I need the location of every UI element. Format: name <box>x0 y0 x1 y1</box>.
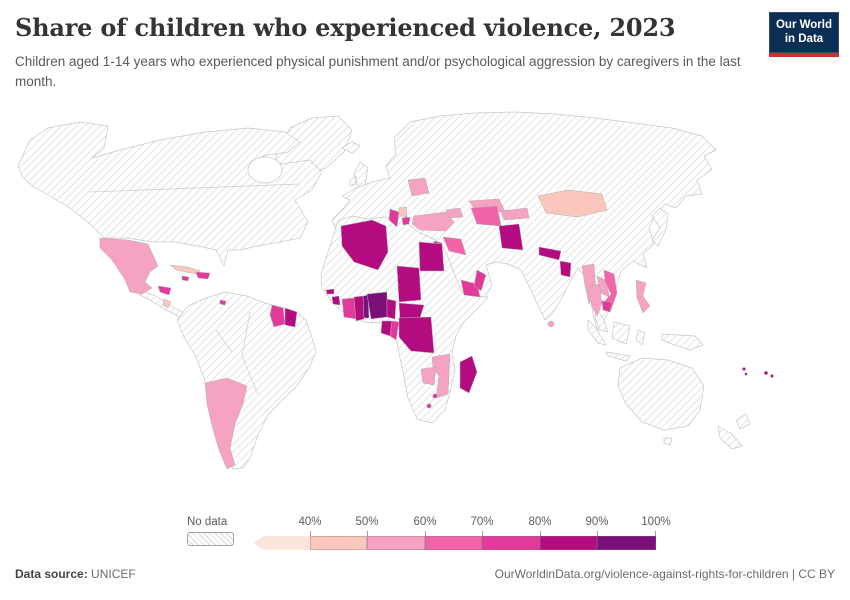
country-albania-north-macedonia[interactable] <box>401 216 411 226</box>
country-tunisia[interactable] <box>388 208 400 228</box>
legend-tick <box>367 531 368 536</box>
legend-tick <box>597 531 598 536</box>
legend-tick <box>655 531 656 536</box>
landmass-sumatra <box>587 319 607 346</box>
country-belarus[interactable] <box>407 177 430 197</box>
legend-tick <box>540 531 541 536</box>
legend-tick <box>482 531 483 536</box>
country-algeria[interactable] <box>340 219 389 271</box>
legend-segment-40-50[interactable] <box>310 536 367 550</box>
owid-logo-line1: Our World <box>775 19 832 31</box>
country-honduras[interactable] <box>157 285 172 296</box>
country-chad[interactable] <box>396 265 422 303</box>
country-serbia[interactable] <box>398 206 408 218</box>
map-legend: No data 40% 50% 60% 70% 80% 90% 100% <box>187 516 671 556</box>
footer: Data source: UNICEF OurWorldinData.org/v… <box>15 567 835 581</box>
legend-colorbar: 40% 50% 60% 70% 80% 90% 100% <box>253 516 671 550</box>
legend-segment-80-90[interactable] <box>540 536 597 550</box>
country-vanuatu-2[interactable] <box>744 372 748 376</box>
country-egypt[interactable] <box>418 241 445 272</box>
country-bangladesh[interactable] <box>559 260 572 278</box>
legend-tick-label-50: 50% <box>355 516 379 528</box>
legend-segment-lt40[interactable] <box>253 536 310 550</box>
country-ghana[interactable] <box>353 295 365 322</box>
legend-segment-50-60[interactable] <box>367 536 425 550</box>
country-suriname[interactable] <box>284 307 298 328</box>
page-subtitle: Children aged 1-14 years who experienced… <box>15 54 741 90</box>
legend-segment-70-80[interactable] <box>482 536 540 550</box>
data-source-label: Data source: <box>15 567 88 581</box>
country-guinea-bissau[interactable] <box>325 288 335 295</box>
landmass-new-guinea <box>661 333 704 351</box>
world-choropleth-map <box>0 103 850 508</box>
owid-logo[interactable]: Our World in Data <box>769 12 839 57</box>
us-canada-border <box>89 183 301 193</box>
owid-logo-line2: in Data <box>784 33 824 46</box>
country-trinidad-and-tobago[interactable] <box>219 299 227 306</box>
landmass-iceland <box>341 141 361 154</box>
country-argentina[interactable] <box>204 377 248 470</box>
country-georgia-azerbaijan[interactable] <box>445 207 464 219</box>
country-zimbabwe[interactable] <box>420 366 437 386</box>
south-america-borders <box>215 311 259 395</box>
legend-tick-label-40: 40% <box>298 516 322 528</box>
country-philippines[interactable] <box>635 279 651 314</box>
legend-no-data-label: No data <box>187 516 228 528</box>
country-eswatini[interactable] <box>432 393 438 399</box>
footer-url[interactable]: OurWorldinData.org/violence-against-righ… <box>494 567 835 581</box>
country-haiti-dominican-republic[interactable] <box>195 271 211 280</box>
landmass-borneo <box>611 321 631 345</box>
landmass-north-america <box>17 121 323 267</box>
country-mexico[interactable] <box>99 237 159 295</box>
data-source: Data source: UNICEF <box>15 567 136 581</box>
legend-tick-label-90: 90% <box>585 516 609 528</box>
legend-tick <box>310 531 311 536</box>
country-guyana[interactable] <box>269 304 286 328</box>
landmass-malay-peninsula <box>594 309 609 333</box>
country-congo[interactable] <box>389 320 400 341</box>
hudson-bay <box>247 156 283 184</box>
legend-no-data[interactable]: No data <box>187 516 234 546</box>
legend-no-data-swatch[interactable] <box>187 532 234 546</box>
country-iraq[interactable] <box>442 236 467 256</box>
legend-tick-label-60: 60% <box>413 516 437 528</box>
country-lesotho[interactable] <box>426 403 432 409</box>
landmass-tasmania <box>663 437 673 446</box>
country-dr-congo[interactable] <box>398 316 435 354</box>
country-kyrgyzstan[interactable] <box>500 207 530 221</box>
country-afghanistan[interactable] <box>498 223 524 251</box>
landmass-new-zealand <box>717 413 751 450</box>
country-thailand[interactable] <box>588 283 603 317</box>
country-costa-rica[interactable] <box>162 298 172 309</box>
country-cuba[interactable] <box>169 264 201 275</box>
country-cambodia[interactable] <box>601 300 613 313</box>
country-cote-divoire[interactable] <box>341 297 357 320</box>
country-jamaica[interactable] <box>181 275 190 282</box>
landmass-sulawesi <box>635 329 646 346</box>
country-madagascar[interactable] <box>459 355 478 394</box>
country-oman[interactable] <box>473 269 487 292</box>
legend-tick-label-80: 80% <box>528 516 552 528</box>
legend-tick <box>425 531 426 536</box>
landmass-japan <box>651 207 669 247</box>
country-cameroon[interactable] <box>386 298 397 320</box>
country-fiji-2[interactable] <box>770 374 774 378</box>
legend-tick-label-100: 100% <box>641 516 671 528</box>
country-nepal[interactable] <box>538 246 562 261</box>
country-fiji[interactable] <box>763 370 769 376</box>
country-vanuatu[interactable] <box>742 367 746 371</box>
country-sierra-leone[interactable] <box>331 295 341 306</box>
legend-segment-60-70[interactable] <box>425 536 482 550</box>
data-source-value: UNICEF <box>87 567 136 581</box>
landmass-australia <box>617 357 705 431</box>
country-turkey[interactable] <box>411 211 455 232</box>
country-sri-lanka[interactable] <box>547 320 555 328</box>
legend-tick-label-70: 70% <box>470 516 494 528</box>
country-mongolia[interactable] <box>537 189 608 218</box>
country-togo-benin[interactable] <box>362 294 370 319</box>
legend-segment-90-100[interactable] <box>597 536 656 550</box>
page-title: Share of children who experienced violen… <box>15 13 676 42</box>
landmass-java <box>605 351 631 362</box>
